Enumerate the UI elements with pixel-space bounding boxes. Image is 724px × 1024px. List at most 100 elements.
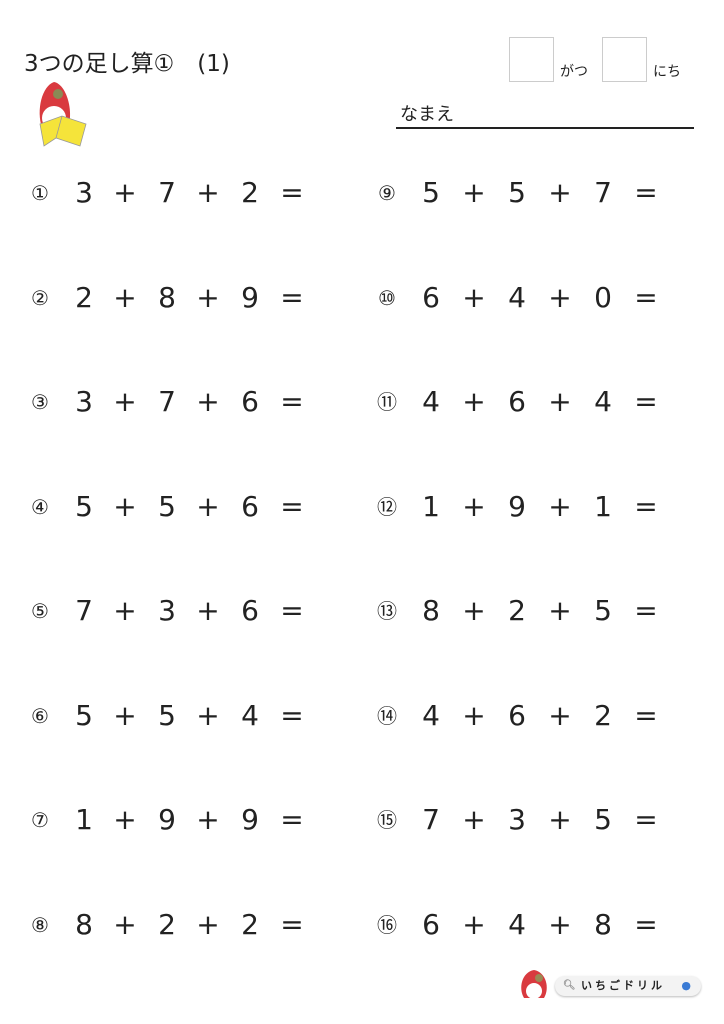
plus-sign: + bbox=[196, 594, 220, 627]
search-text: いちごドリル bbox=[581, 979, 665, 992]
operand-3: 4 bbox=[241, 699, 259, 732]
problem-number: ⑫ bbox=[377, 495, 397, 519]
problem-number: ③ bbox=[31, 390, 49, 414]
problem-number: ⑦ bbox=[31, 808, 49, 832]
month-box[interactable] bbox=[509, 37, 554, 82]
problem-row: ⑫ 1 +9 +1 = bbox=[0, 487, 724, 527]
strawberry-reading-icon bbox=[39, 82, 87, 147]
equals-sign: = bbox=[280, 594, 304, 627]
day-label: にち bbox=[653, 64, 681, 80]
plus-sign: + bbox=[462, 176, 486, 209]
problem-row: ⑮ 7 +3 +5 = bbox=[0, 800, 724, 840]
plus-sign: + bbox=[462, 385, 486, 418]
problem-row: ⑩ 6 +4 +0 = bbox=[0, 278, 724, 318]
problem-row: ③ 3 +7 +6 = bbox=[0, 382, 724, 422]
plus-sign: + bbox=[113, 699, 137, 732]
problem-number: ⑬ bbox=[377, 599, 397, 623]
problem-row: ⑯ 6 +4 +8 = bbox=[0, 905, 724, 945]
equals-sign: = bbox=[634, 176, 658, 209]
name-line[interactable] bbox=[396, 127, 694, 129]
problem-number: ⑧ bbox=[31, 913, 49, 937]
operand-2: 9 bbox=[158, 803, 176, 836]
operand-1: 3 bbox=[75, 385, 93, 418]
operand-1: 5 bbox=[75, 699, 93, 732]
plus-sign: + bbox=[548, 803, 572, 836]
problem-number: ④ bbox=[31, 495, 49, 519]
problem-row: ⑨ 5 +5 +7 = bbox=[0, 173, 724, 213]
plus-sign: + bbox=[196, 699, 220, 732]
plus-sign: + bbox=[548, 908, 572, 941]
problem-row: ⑧ 8 +2 +2 = bbox=[0, 905, 724, 945]
plus-sign: + bbox=[113, 281, 137, 314]
operand-3: 9 bbox=[241, 281, 259, 314]
operand-1: 3 bbox=[75, 176, 93, 209]
plus-sign: + bbox=[462, 908, 486, 941]
operand-3: 6 bbox=[241, 490, 259, 523]
plus-sign: + bbox=[462, 281, 486, 314]
problem-row: ⑬ 8 +2 +5 = bbox=[0, 591, 724, 631]
plus-sign: + bbox=[196, 490, 220, 523]
plus-sign: + bbox=[548, 281, 572, 314]
operand-1: 4 bbox=[422, 385, 440, 418]
problem-row: ⑪ 4 +6 +4 = bbox=[0, 382, 724, 422]
plus-sign: + bbox=[548, 490, 572, 523]
microphone-icon: ● bbox=[681, 979, 691, 992]
problem-row: ⑦ 1 +9 +9 = bbox=[0, 800, 724, 840]
equals-sign: = bbox=[280, 385, 304, 418]
operand-2: 5 bbox=[508, 176, 526, 209]
operand-3: 5 bbox=[594, 803, 612, 836]
plus-sign: + bbox=[113, 908, 137, 941]
operand-2: 3 bbox=[508, 803, 526, 836]
operand-2: 5 bbox=[158, 490, 176, 523]
plus-sign: + bbox=[548, 385, 572, 418]
operand-3: 5 bbox=[594, 594, 612, 627]
operand-3: 8 bbox=[594, 908, 612, 941]
operand-1: 1 bbox=[422, 490, 440, 523]
problem-row: ② 2 +8 +9 = bbox=[0, 278, 724, 318]
operand-1: 2 bbox=[75, 281, 93, 314]
problem-number: ⑨ bbox=[378, 181, 396, 205]
plus-sign: + bbox=[196, 176, 220, 209]
search-icon: 🔍︎ bbox=[563, 980, 576, 991]
operand-3: 2 bbox=[241, 908, 259, 941]
equals-sign: = bbox=[280, 803, 304, 836]
problem-row: ⑤ 7 +3 +6 = bbox=[0, 591, 724, 631]
operand-3: 4 bbox=[594, 385, 612, 418]
operand-1: 8 bbox=[75, 908, 93, 941]
operand-2: 6 bbox=[508, 385, 526, 418]
plus-sign: + bbox=[196, 908, 220, 941]
search-bar[interactable]: 🔍︎ いちごドリル ● bbox=[555, 976, 701, 996]
equals-sign: = bbox=[280, 908, 304, 941]
strawberry-logo-icon bbox=[521, 970, 547, 999]
plus-sign: + bbox=[113, 594, 137, 627]
operand-1: 8 bbox=[422, 594, 440, 627]
plus-sign: + bbox=[196, 281, 220, 314]
plus-sign: + bbox=[462, 490, 486, 523]
operand-3: 0 bbox=[594, 281, 612, 314]
day-box[interactable] bbox=[602, 37, 647, 82]
month-label: がつ bbox=[560, 64, 588, 80]
plus-sign: + bbox=[113, 490, 137, 523]
operand-3: 1 bbox=[594, 490, 612, 523]
page-title: 3つの足し算① (1) bbox=[24, 51, 230, 77]
operand-3: 9 bbox=[241, 803, 259, 836]
plus-sign: + bbox=[462, 594, 486, 627]
operand-3: 6 bbox=[241, 385, 259, 418]
operand-2: 3 bbox=[158, 594, 176, 627]
equals-sign: = bbox=[280, 490, 304, 523]
problem-number: ② bbox=[31, 286, 49, 310]
plus-sign: + bbox=[462, 803, 486, 836]
operand-1: 6 bbox=[422, 281, 440, 314]
equals-sign: = bbox=[634, 490, 658, 523]
operand-2: 9 bbox=[508, 490, 526, 523]
operand-2: 7 bbox=[158, 385, 176, 418]
problem-row: ① 3 +7 +2 = bbox=[0, 173, 724, 213]
problem-number: ⑥ bbox=[31, 704, 49, 728]
plus-sign: + bbox=[548, 699, 572, 732]
equals-sign: = bbox=[280, 176, 304, 209]
operand-1: 7 bbox=[75, 594, 93, 627]
problem-number: ⑩ bbox=[378, 286, 396, 310]
problem-row: ⑥ 5 +5 +4 = bbox=[0, 696, 724, 736]
problem-number: ⑪ bbox=[377, 390, 397, 414]
operand-2: 8 bbox=[158, 281, 176, 314]
